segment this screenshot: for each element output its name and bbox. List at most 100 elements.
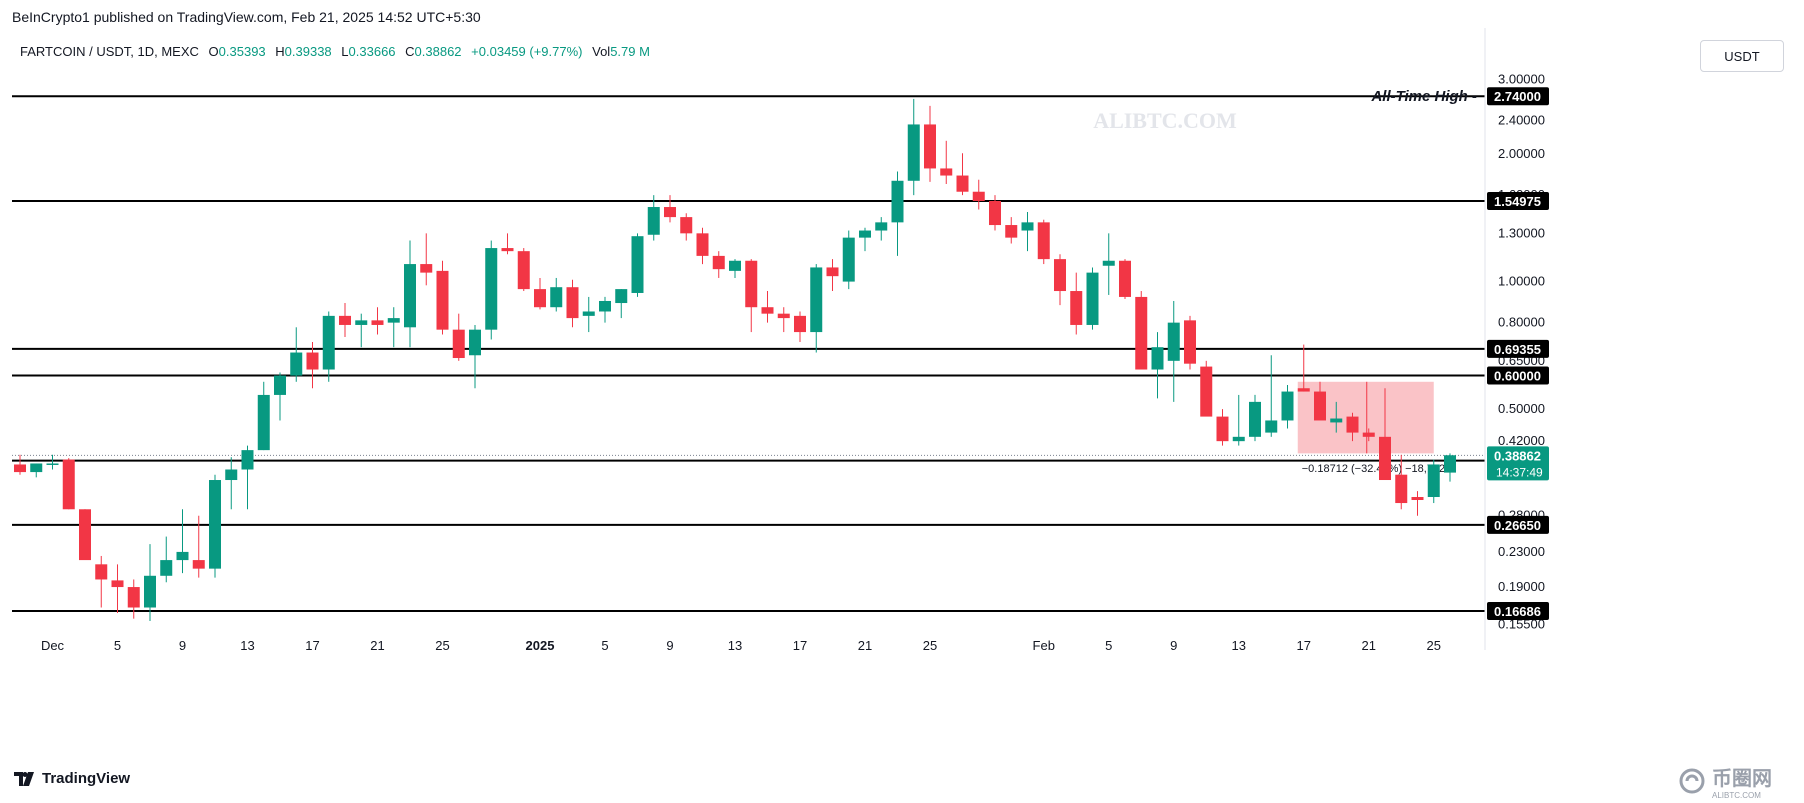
candle-body[interactable] [810,267,823,333]
candle-body[interactable] [1005,225,1018,238]
candle-body[interactable] [1070,291,1083,325]
candle-body[interactable] [306,352,319,370]
price-tick-label: 3.00000 [1498,72,1545,87]
candle-body[interactable] [794,315,806,333]
candle-body[interactable] [534,289,546,308]
candle-body[interactable] [680,217,693,234]
candle-body[interactable] [1232,436,1245,442]
candle-body[interactable] [322,315,335,370]
price-tick-label: 0.80000 [1498,315,1545,330]
candle-body[interactable] [1119,260,1131,297]
candle-body[interactable] [745,260,758,308]
candle-body[interactable] [1167,322,1180,361]
candle-body[interactable] [989,200,1001,226]
candle-body[interactable] [1021,222,1034,231]
candle-body[interactable] [566,287,579,319]
candle-body[interactable] [1086,272,1099,325]
candle-body[interactable] [144,575,156,608]
candle-body[interactable] [1249,401,1261,437]
candle-body[interactable] [192,560,205,569]
candle-body[interactable] [209,480,221,569]
candle-body[interactable] [420,264,433,273]
candle-body[interactable] [1265,420,1278,433]
candle-body[interactable] [1330,418,1343,423]
candle-body[interactable] [1427,464,1440,498]
candle-body[interactable] [1411,497,1424,501]
candle-body[interactable] [1184,320,1196,364]
candle-body[interactable] [1216,416,1229,442]
candle-body[interactable] [1151,347,1164,370]
candle-body[interactable] [729,260,741,271]
candle-body[interactable] [1346,416,1359,433]
candle-body[interactable] [274,375,286,395]
candle-body[interactable] [1444,455,1456,473]
candle-body[interactable] [160,560,173,576]
candle-body[interactable] [972,191,985,201]
candle-body[interactable] [664,207,676,218]
candle-body[interactable] [631,236,644,293]
candle-body[interactable] [387,318,400,323]
candle-body[interactable] [176,551,189,561]
candle-body[interactable] [517,251,530,290]
candle-body[interactable] [1200,366,1213,417]
candle-body[interactable] [1379,436,1391,481]
candle-body[interactable] [371,320,384,325]
candle-body[interactable] [712,255,725,270]
candle-body[interactable] [290,352,303,376]
candle-body[interactable] [14,464,26,473]
candle-body[interactable] [355,320,368,325]
candle-body[interactable] [1297,388,1310,392]
publisher-info: BeInCrypto1 published on TradingView.com… [12,9,481,25]
candle-body[interactable] [452,329,465,359]
candle-body[interactable] [1054,259,1066,292]
candle-body[interactable] [241,450,254,470]
candle-body[interactable] [225,469,238,481]
candle-body[interactable] [550,287,563,308]
candle-body[interactable] [907,124,920,181]
candle-body[interactable] [956,175,969,192]
candle-body[interactable] [62,459,75,510]
candle-body[interactable] [891,180,904,223]
candle-body[interactable] [30,463,43,473]
x-tick-label: 2025 [526,638,555,653]
candle-body[interactable] [127,587,140,608]
candle-body[interactable] [599,300,611,312]
candle-body[interactable] [777,313,790,319]
candle-body[interactable] [924,124,936,169]
open-value: 0.35393 [218,44,266,59]
candle-body[interactable] [940,168,953,176]
candle-body[interactable] [1102,260,1115,266]
candle-body[interactable] [1281,391,1294,421]
candle-body[interactable] [1037,222,1050,260]
candle-body[interactable] [1362,432,1375,437]
candle-body[interactable] [111,580,124,588]
candle-body[interactable] [1135,296,1148,370]
candle-body[interactable] [647,207,660,235]
candle-body[interactable] [761,307,774,314]
candle-body[interactable] [436,270,449,330]
candle-body[interactable] [875,222,888,231]
candle-body[interactable] [95,564,108,580]
candle-body[interactable] [582,311,595,316]
level-price-label: 2.74000 [1494,89,1541,104]
candle-body[interactable] [339,315,351,325]
level-price-label: 0.60000 [1494,369,1541,384]
candle-body[interactable] [46,463,59,465]
candle-body[interactable] [404,264,416,328]
candle-body[interactable] [696,233,709,256]
price-tick-label: 2.40000 [1498,113,1545,128]
candle-body[interactable] [859,230,871,238]
candle-body[interactable] [1314,391,1326,421]
candle-body[interactable] [842,237,855,282]
currency-button[interactable]: USDT [1700,40,1784,72]
candle-body[interactable] [79,509,91,561]
candle-body[interactable] [615,289,628,304]
candle-body[interactable] [469,329,481,356]
tradingview-logo[interactable]: TradingView [14,770,130,787]
candle-body[interactable] [257,394,270,451]
candle-body[interactable] [826,267,839,277]
candle-body[interactable] [501,248,514,252]
candle-body[interactable] [1395,474,1408,504]
candle-body[interactable] [485,248,498,330]
